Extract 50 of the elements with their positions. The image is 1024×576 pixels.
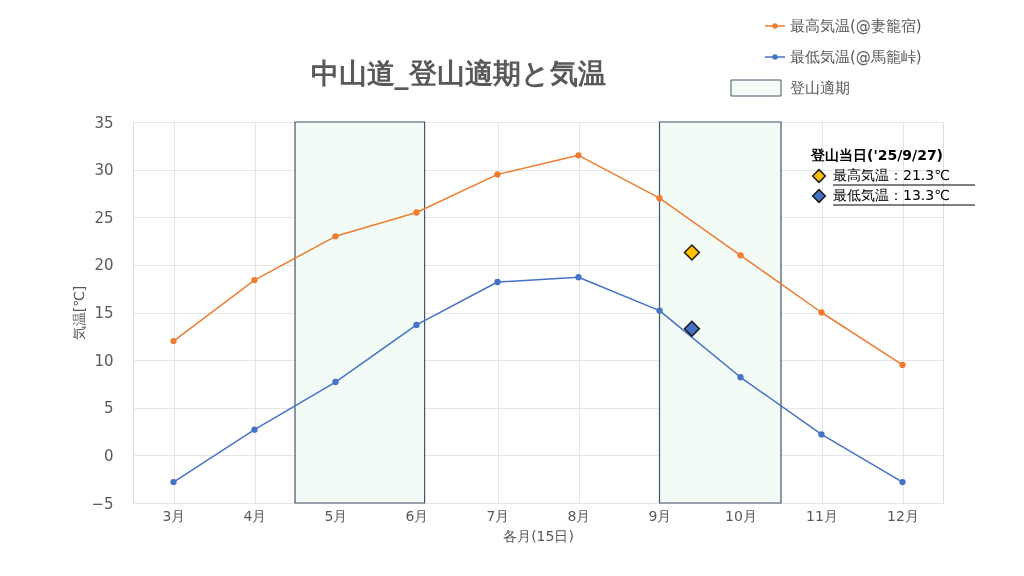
x-tick-label: 3月 bbox=[162, 507, 186, 524]
point bbox=[413, 209, 420, 216]
x-tick-label: 10月 bbox=[725, 507, 757, 524]
point bbox=[170, 478, 177, 486]
x-axis-title: 各月(15日) bbox=[503, 527, 574, 544]
point bbox=[494, 278, 501, 286]
point bbox=[656, 307, 663, 314]
point bbox=[494, 171, 501, 178]
point bbox=[575, 152, 582, 159]
point bbox=[899, 361, 906, 369]
y-axis-title: 気温[℃] bbox=[71, 285, 88, 341]
legend-label: 最高気温：21.3℃ bbox=[833, 167, 950, 183]
x-tick-label: 11月 bbox=[806, 507, 838, 524]
point bbox=[683, 320, 701, 337]
y-tick-label: 15 bbox=[94, 304, 114, 322]
x-tick-label: 7月 bbox=[486, 507, 510, 524]
x-tick-label: 6月 bbox=[405, 507, 429, 524]
x-tick-label: 9月 bbox=[648, 507, 672, 524]
y-tick-label: 10 bbox=[94, 351, 114, 370]
chart-title: 中山道_登山適期と気温 bbox=[310, 57, 606, 90]
point bbox=[170, 337, 177, 345]
x-tick-label: 8月 bbox=[567, 507, 591, 524]
point bbox=[413, 321, 420, 329]
y-tick-label: 30 bbox=[94, 161, 114, 180]
x-tick-label: 5月 bbox=[324, 507, 348, 524]
point bbox=[332, 233, 339, 240]
point bbox=[818, 309, 825, 316]
y-tick-label: 35 bbox=[94, 113, 114, 132]
point bbox=[737, 374, 744, 381]
y-tick-label: 25 bbox=[94, 208, 114, 227]
point bbox=[737, 252, 744, 259]
point bbox=[899, 478, 906, 486]
point bbox=[332, 378, 339, 386]
y-tick-label: 5 bbox=[103, 399, 114, 418]
y-tick-label: −5 bbox=[91, 494, 114, 513]
legend-title: 登山当日('25/9/27) bbox=[810, 147, 944, 163]
legend-label: 最高気温(@妻籠宿) bbox=[790, 17, 922, 35]
y-tick-label: 20 bbox=[94, 256, 114, 275]
point bbox=[251, 276, 258, 284]
legend-label: 登山適期 bbox=[790, 79, 850, 97]
x-tick-label: 4月 bbox=[243, 507, 267, 524]
point bbox=[683, 244, 701, 261]
x-tick-label: 12月 bbox=[887, 507, 919, 524]
legend-label: 最低気温：13.3℃ bbox=[833, 187, 950, 203]
point bbox=[818, 431, 825, 438]
point bbox=[656, 195, 663, 202]
point bbox=[251, 426, 258, 433]
y-tick-label: 0 bbox=[103, 446, 114, 465]
point bbox=[575, 274, 582, 281]
legend-label: 最低気温(@馬籠峠) bbox=[790, 48, 922, 66]
